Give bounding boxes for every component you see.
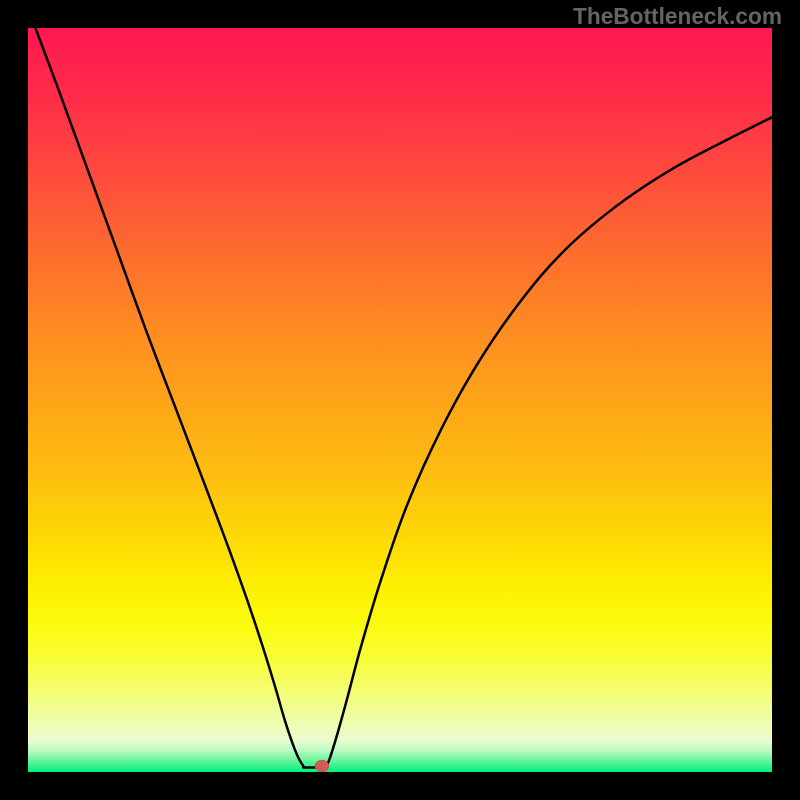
plot-area	[28, 28, 772, 772]
watermark-text: TheBottleneck.com	[573, 3, 782, 30]
optimal-point-marker	[315, 760, 329, 772]
bottleneck-curve	[28, 28, 772, 772]
